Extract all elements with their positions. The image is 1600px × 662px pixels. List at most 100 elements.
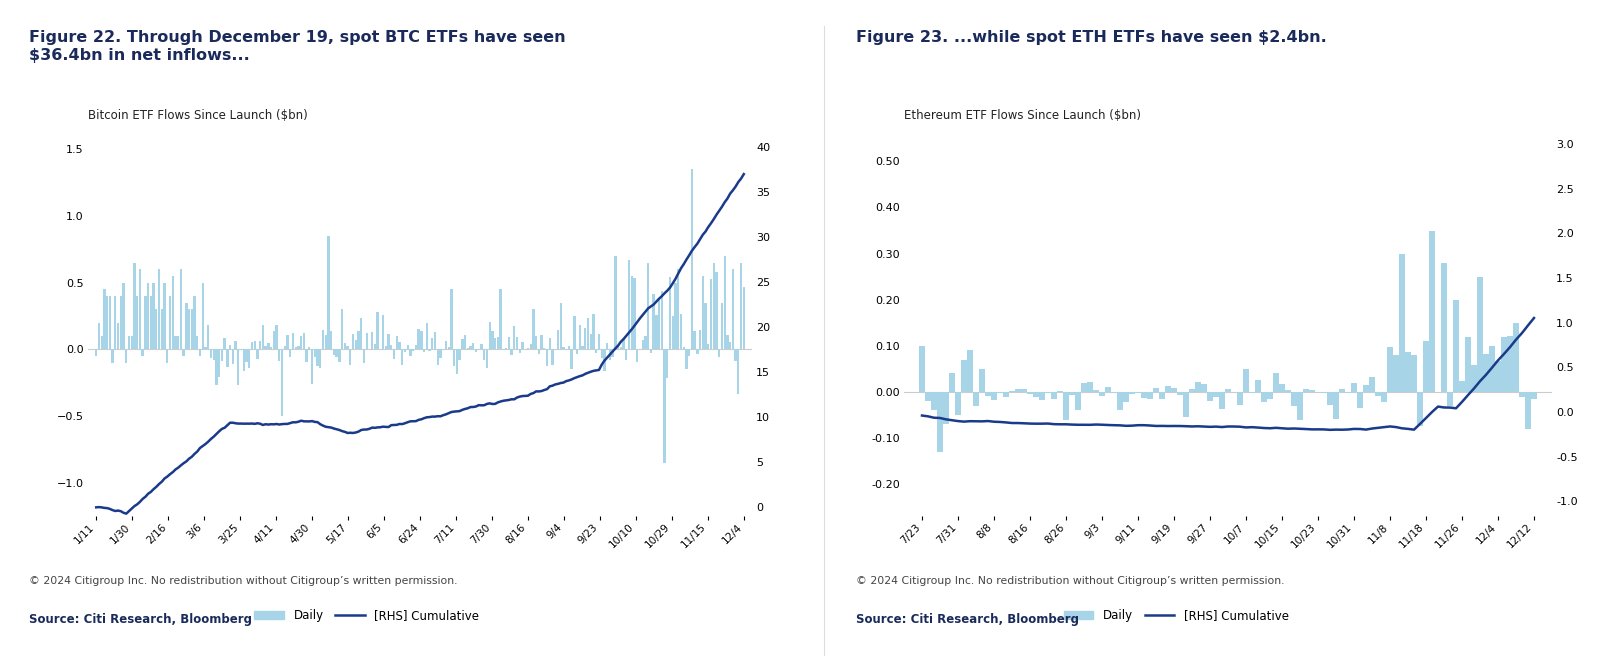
Bar [1106,387,1110,392]
Bar [1064,392,1069,420]
Bar [430,338,434,350]
Bar [94,350,98,356]
Bar [109,296,110,350]
Bar [283,346,286,350]
Bar [685,350,688,369]
Bar [422,350,426,352]
Bar [406,344,410,350]
Bar [1357,392,1363,408]
Bar [1237,392,1243,405]
Bar [626,350,627,360]
Bar [382,314,384,350]
Bar [661,291,662,350]
Bar [357,330,360,350]
Bar [606,343,608,350]
Bar [1256,380,1261,392]
Bar [234,342,237,350]
Bar [256,350,259,359]
Bar [1219,392,1224,408]
Bar [672,316,674,350]
Bar [317,350,318,366]
Bar [986,392,990,396]
Bar [325,335,326,350]
Bar [226,350,229,367]
Bar [491,331,493,350]
Bar [1477,277,1483,392]
Bar [298,346,299,350]
Bar [450,289,453,350]
Bar [475,350,477,352]
Text: © 2024 Citigroup Inc. No redistribution without Citigroup’s written permission.: © 2024 Citigroup Inc. No redistribution … [856,576,1285,586]
Bar [205,347,206,350]
Bar [480,344,483,350]
Bar [328,236,330,350]
Bar [299,336,302,350]
Bar [286,334,288,350]
Bar [533,309,534,350]
Bar [136,296,138,350]
Bar [997,392,1003,393]
Bar [1267,392,1272,399]
Bar [720,303,723,350]
Bar [459,350,461,359]
Bar [590,334,592,350]
Bar [336,350,338,357]
Bar [1472,365,1477,392]
Bar [166,350,168,363]
Bar [510,350,512,355]
Bar [1363,385,1368,392]
Bar [1531,392,1536,399]
Bar [106,296,109,350]
Bar [456,350,458,374]
Bar [387,334,390,350]
Bar [1003,392,1008,397]
Bar [488,322,491,350]
Bar [147,283,149,350]
Bar [1093,390,1099,392]
Bar [390,345,392,350]
Bar [603,350,606,371]
Bar [418,330,419,350]
Bar [344,343,346,350]
Bar [534,336,538,350]
Bar [1045,392,1051,393]
Bar [669,277,670,350]
Text: Source: Citi Research, Bloomberg: Source: Citi Research, Bloomberg [29,612,251,626]
Bar [653,294,654,350]
Bar [507,338,510,350]
Bar [1333,392,1339,418]
Bar [1309,390,1315,392]
Bar [1394,355,1398,392]
Bar [723,256,726,350]
Bar [1208,392,1213,401]
Bar [213,350,214,360]
Bar [264,346,267,350]
Bar [1178,392,1182,395]
Bar [1141,392,1147,398]
Bar [144,296,147,350]
Bar [742,287,746,350]
Bar [104,289,106,350]
Bar [1136,392,1141,393]
Bar [120,296,122,350]
Bar [704,303,707,350]
Bar [955,392,960,415]
Bar [1400,254,1405,392]
Bar [394,350,395,359]
Bar [1328,392,1333,404]
Bar [634,278,635,350]
Bar [1501,336,1507,392]
Bar [133,263,136,350]
Bar [968,350,973,392]
Bar [152,283,155,350]
Bar [506,348,507,350]
Bar [683,347,685,350]
Bar [486,350,488,368]
Bar [483,350,485,360]
Bar [472,343,475,350]
Bar [549,338,550,350]
Bar [630,276,634,350]
Bar [306,350,307,362]
Text: Figure 22. Through December 19, spot BTC ETFs have seen
$36.4bn in net inflows..: Figure 22. Through December 19, spot BTC… [29,30,565,64]
Bar [302,333,306,350]
